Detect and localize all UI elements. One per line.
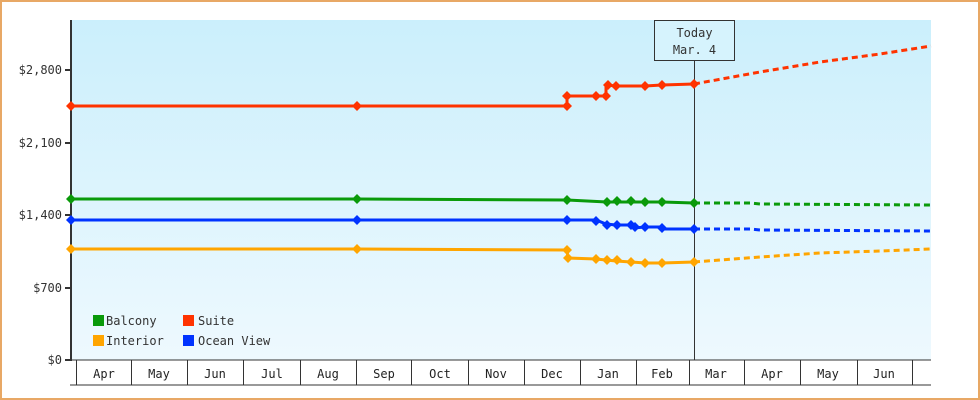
legend-item-ocean-view[interactable]: Ocean View: [183, 334, 271, 348]
y-tick-label: $700: [33, 281, 62, 295]
suite-swatch-icon: [183, 315, 194, 326]
today-marker: Today Mar. 4: [654, 20, 735, 360]
x-tick-label: Jan: [597, 367, 619, 381]
y-tick-label: $2,800: [19, 63, 62, 77]
x-tick-label: Jun: [204, 367, 226, 381]
x-tick-label: Nov: [485, 367, 507, 381]
legend-item-suite[interactable]: Suite: [183, 314, 234, 328]
x-tick-label: Oct: [429, 367, 451, 381]
x-tick-label: May: [817, 367, 839, 381]
x-tick-label: Apr: [761, 367, 783, 381]
x-tick-label: Sep: [373, 367, 395, 381]
y-tick-label: $1,400: [19, 208, 62, 222]
legend-item-interior[interactable]: Interior: [93, 334, 164, 348]
x-tick-label: May: [148, 367, 170, 381]
x-tick-label: Jul: [261, 367, 283, 381]
series-suite: [66, 44, 932, 111]
x-tick-label: Apr: [93, 367, 115, 381]
series-balcony: [66, 194, 932, 208]
ocean-view-swatch-icon: [183, 335, 194, 346]
x-tick-label: Aug: [317, 367, 339, 381]
x-axis: Apr May Jun Jul Aug Sep Oct Nov Dec Jan …: [70, 359, 931, 386]
y-tick-labels: $0 $700 $1,400 $2,100 $2,800: [19, 63, 62, 367]
series-ocean-view: [66, 215, 932, 234]
x-tick-label: Feb: [651, 367, 673, 381]
y-tick-label: $2,100: [19, 136, 62, 150]
plot-area: [71, 20, 931, 360]
series-interior: [66, 244, 932, 268]
legend-label: Balcony: [106, 314, 157, 328]
legend-item-balcony[interactable]: Balcony: [93, 314, 157, 328]
x-tick-label: Jun: [873, 367, 895, 381]
balcony-swatch-icon: [93, 315, 104, 326]
y-tick-label: $0: [48, 353, 62, 367]
today-label: Today: [676, 26, 712, 40]
legend-label: Interior: [106, 334, 164, 348]
x-tick-label: Mar: [705, 367, 727, 381]
x-tick-label: Dec: [541, 367, 563, 381]
legend-label: Ocean View: [198, 334, 271, 348]
legend: Balcony Suite Interior Ocean View: [93, 314, 271, 348]
interior-swatch-icon: [93, 335, 104, 346]
legend-label: Suite: [198, 314, 234, 328]
today-date: Mar. 4: [673, 43, 716, 57]
